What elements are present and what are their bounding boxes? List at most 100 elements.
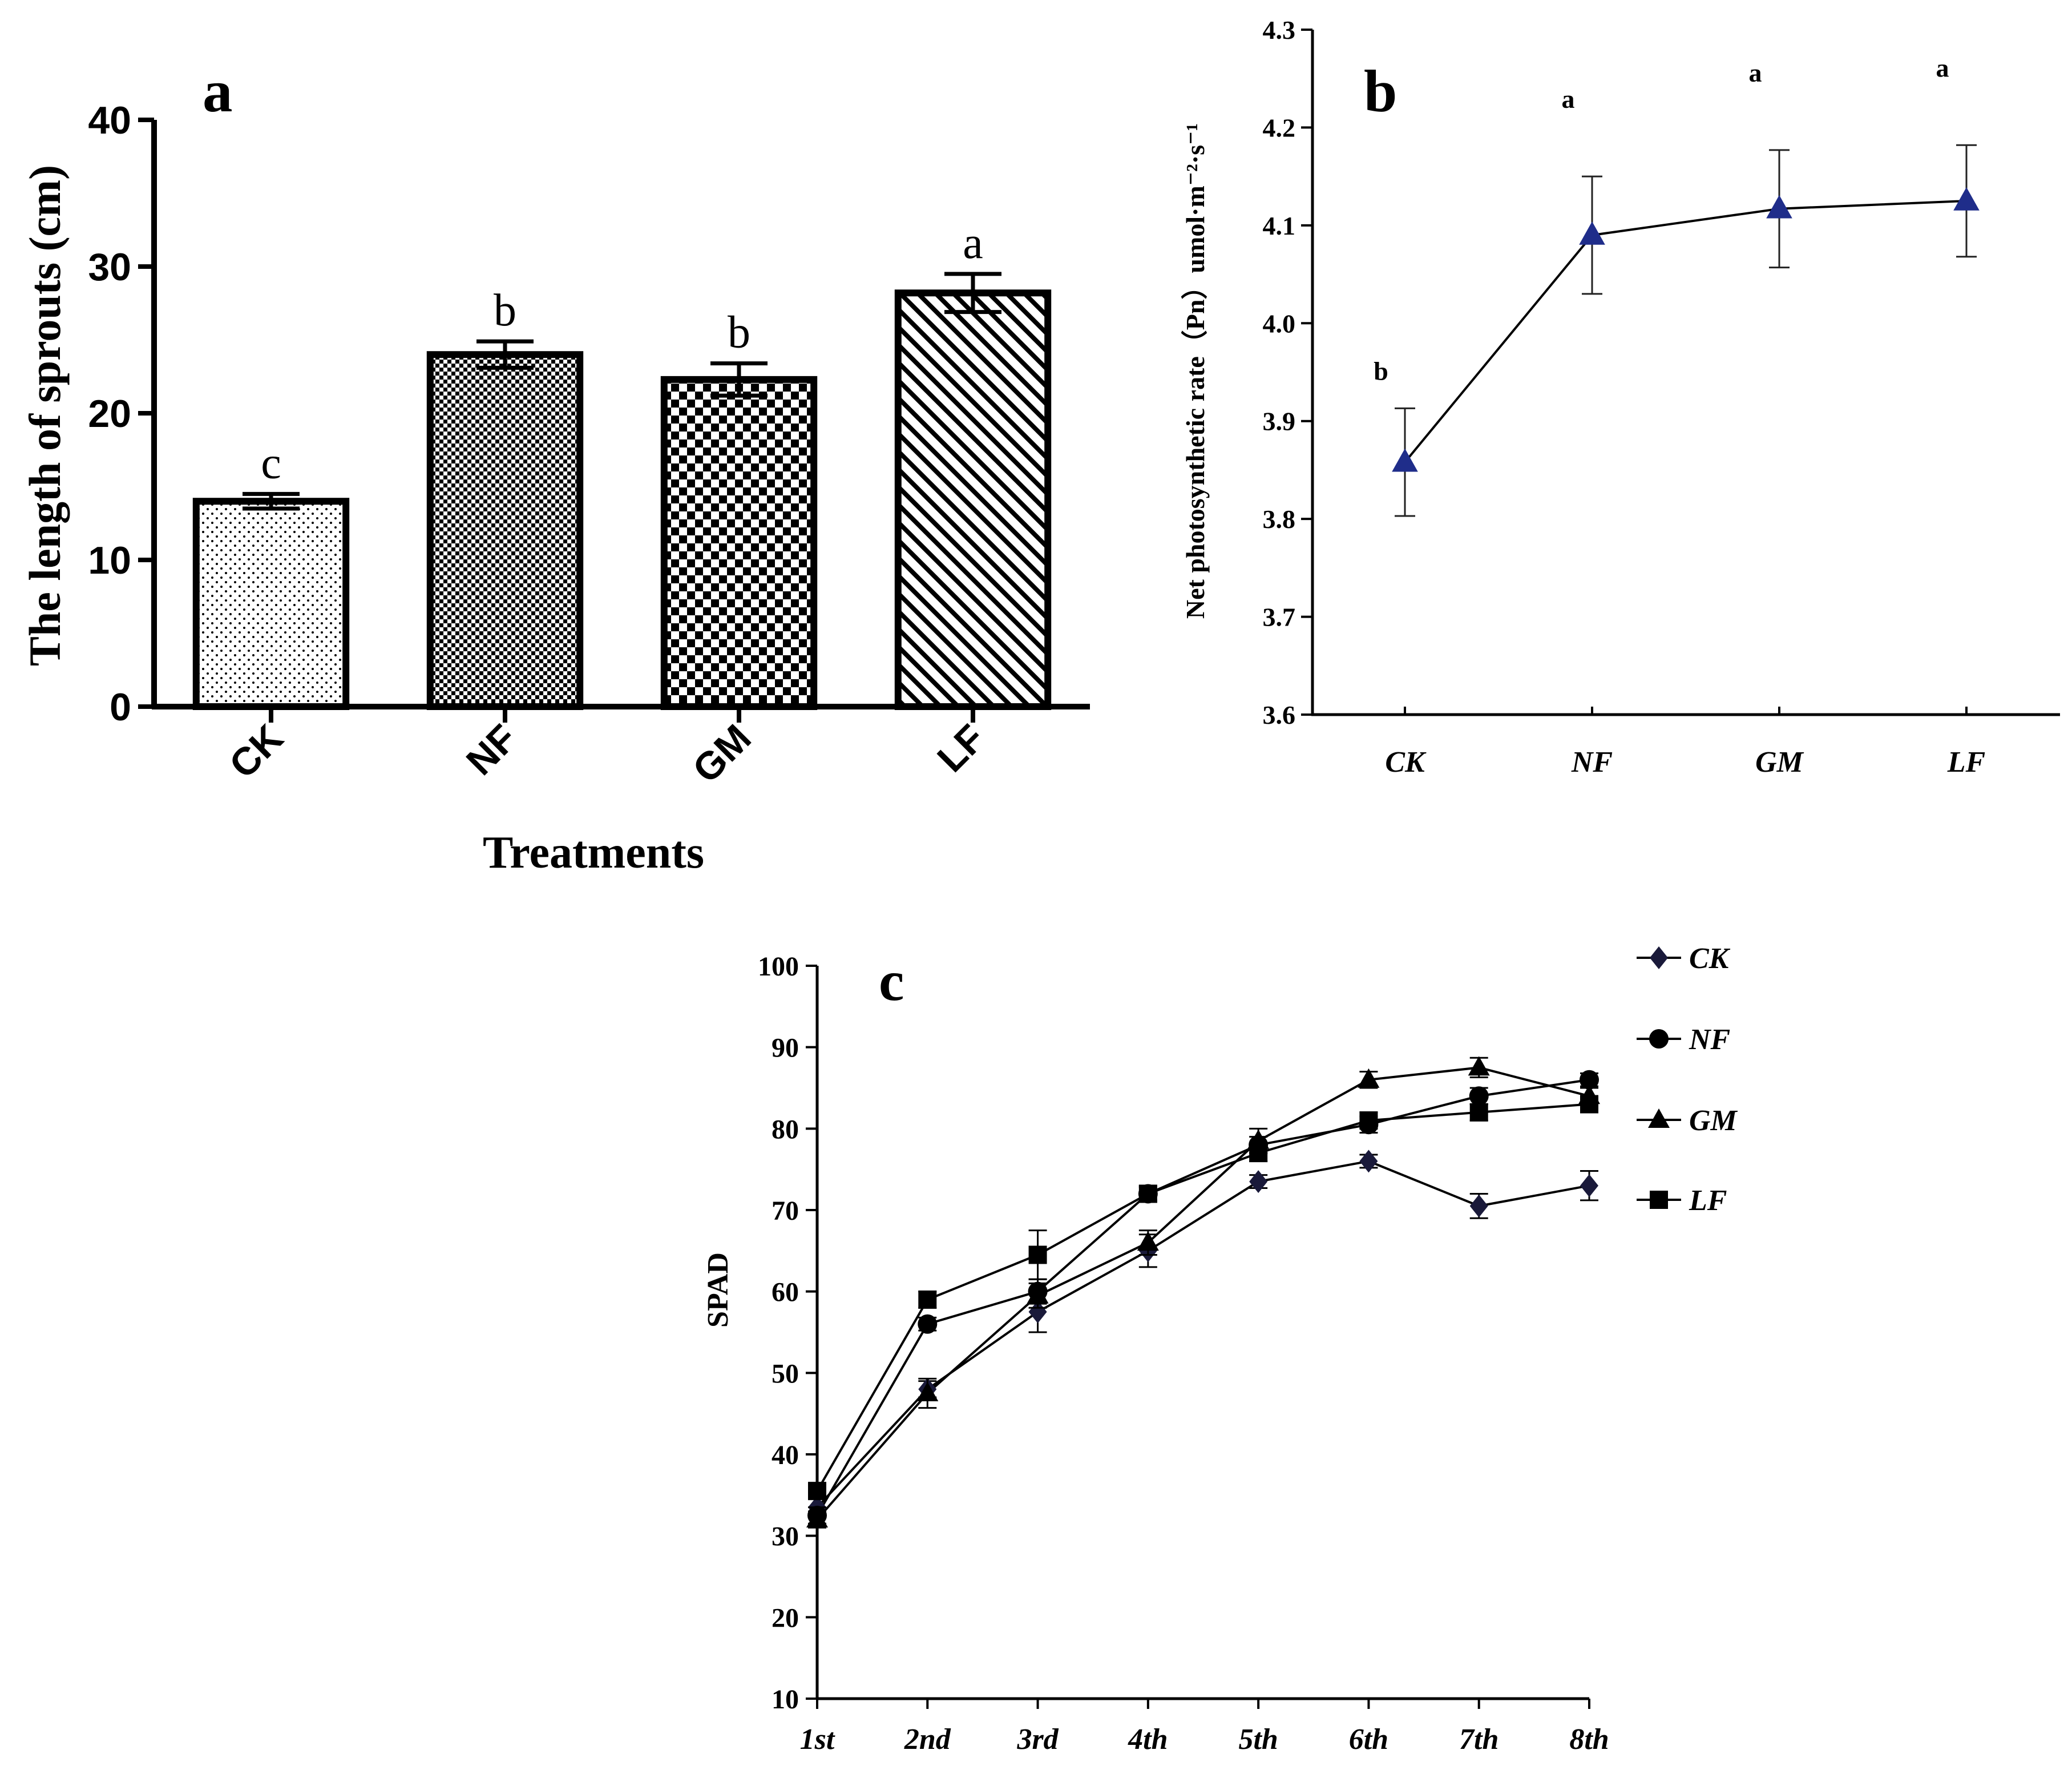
- legend-item-lf: LF: [1637, 1184, 1727, 1217]
- x-tick-label-5th: 5th: [1238, 1723, 1278, 1756]
- y-tick-label: 40: [772, 1440, 799, 1470]
- series-line-gm: [816, 1066, 1590, 1521]
- x-tick-label-lf: LF: [929, 716, 993, 780]
- panel-label-b: b: [1364, 58, 1397, 124]
- legend-marker-nf: [1649, 1029, 1669, 1049]
- legend-label-lf: LF: [1689, 1184, 1727, 1217]
- data-point-nf: [1580, 1070, 1599, 1090]
- legend-label-nf: NF: [1689, 1023, 1730, 1056]
- series-line-pn: [1404, 200, 1967, 463]
- panel-c: c SPAD 10 20 30 40 50 60 70 80 90 100 1st 2nd 3rd 4th…: [702, 942, 1738, 1756]
- y-tick-label: 20: [88, 392, 131, 436]
- x-tick-label-nf: NF: [458, 716, 526, 784]
- y-tick-label: 4.0: [1263, 309, 1296, 338]
- data-point-lf: [808, 1482, 826, 1501]
- significance-label-nf: b: [494, 285, 516, 336]
- data-point-ck: [1469, 1194, 1488, 1217]
- x-axis-label: Treatments: [483, 828, 704, 878]
- data-point-gm: [1468, 1056, 1490, 1076]
- bar-lf: [894, 289, 1052, 710]
- data-point-ck: [1392, 448, 1418, 472]
- significance-label-lf: a: [963, 218, 983, 268]
- y-tick-label: 4.2: [1263, 113, 1296, 142]
- legend-marker-gm: [1648, 1108, 1670, 1128]
- y-axis-label: SPAD: [702, 1252, 734, 1328]
- y-axis-label: Net photosynthetic rate（Pn）umol·m⁻²·s⁻¹: [1181, 123, 1210, 619]
- data-point-lf: [1953, 187, 1980, 211]
- legend-label-ck: CK: [1689, 942, 1731, 975]
- panel-b: b Net photosynthetic rate（Pn）umol·m⁻²·s⁻…: [1181, 15, 2060, 779]
- y-tick-label: 40: [88, 99, 131, 142]
- y-tick-label: 3.9: [1263, 407, 1296, 436]
- series-line-lf: [816, 1103, 1590, 1492]
- legend-item-gm: GM: [1637, 1104, 1738, 1137]
- y-tick-label: 10: [88, 539, 131, 582]
- x-tick-label-4th: 4th: [1128, 1723, 1168, 1756]
- data-point-gm: [916, 1382, 939, 1401]
- series-line-ck: [816, 1160, 1590, 1509]
- x-tick-label-gm: GM: [684, 716, 759, 791]
- y-tick-label: 90: [772, 1033, 799, 1063]
- legend-marker-ck: [1650, 946, 1668, 969]
- data-point-ck: [1359, 1150, 1378, 1173]
- data-point-gm: [1027, 1284, 1049, 1304]
- data-point-lf: [1028, 1245, 1047, 1264]
- error-bar-lf: [944, 272, 1001, 315]
- x-tick-label-ck: CK: [1385, 746, 1427, 779]
- data-point-lf: [1359, 1111, 1378, 1130]
- x-tick-label-ck: CK: [221, 716, 291, 787]
- data-point-lf: [918, 1290, 937, 1309]
- panel-a: a The length of sprouts (cm) Treatments …: [20, 58, 1090, 878]
- data-point-nf: [1579, 221, 1605, 245]
- data-point-nf: [918, 1314, 938, 1334]
- y-tick-label: 3.8: [1263, 505, 1296, 534]
- y-tick-label: 30: [772, 1522, 799, 1552]
- data-point-ck: [1028, 1300, 1047, 1324]
- data-point-lf: [1249, 1144, 1268, 1163]
- error-bar-ck: [243, 491, 300, 511]
- x-tick-label-lf: LF: [1947, 746, 1985, 779]
- x-tick-label-1st: 1st: [800, 1723, 835, 1756]
- data-point-nf: [1469, 1086, 1489, 1106]
- significance-label-lf: a: [1936, 53, 1949, 82]
- y-tick-label: 4.1: [1263, 211, 1296, 240]
- y-tick-label: 80: [772, 1114, 799, 1144]
- y-tick-label: 0: [110, 686, 131, 729]
- data-point-gm: [1358, 1068, 1380, 1088]
- data-point-gm: [1766, 195, 1792, 219]
- x-tick-label-7th: 7th: [1459, 1723, 1499, 1756]
- data-point-gm: [1137, 1231, 1159, 1251]
- x-tick-label-gm: GM: [1755, 746, 1804, 779]
- y-tick-label: 20: [772, 1603, 799, 1633]
- x-tick-label-nf: NF: [1571, 746, 1613, 779]
- legend-item-nf: NF: [1637, 1023, 1730, 1056]
- data-point-ck: [1249, 1170, 1268, 1194]
- data-point-lf: [1138, 1184, 1157, 1203]
- y-tick-label: 70: [772, 1196, 799, 1226]
- panel-label-c: c: [879, 949, 904, 1013]
- significance-label-nf: a: [1562, 84, 1575, 114]
- data-point-lf: [1580, 1095, 1598, 1114]
- legend-marker-lf: [1650, 1191, 1668, 1209]
- significance-label-gm: a: [1749, 58, 1762, 87]
- significance-label-ck: b: [1374, 356, 1388, 385]
- legend-label-gm: GM: [1689, 1104, 1738, 1137]
- series-line-nf: [816, 1078, 1590, 1516]
- bar-nf: [426, 351, 584, 710]
- y-tick-label: 50: [772, 1358, 799, 1389]
- y-tick-label: 100: [758, 951, 799, 982]
- x-tick-label-8th: 8th: [1569, 1723, 1609, 1756]
- significance-label-gm: b: [728, 308, 750, 358]
- panel-label-a: a: [203, 58, 233, 124]
- legend-item-ck: CK: [1637, 942, 1731, 975]
- error-bar-gm: [710, 361, 768, 398]
- y-tick-label: 3.6: [1263, 700, 1296, 729]
- data-point-lf: [1469, 1103, 1488, 1122]
- data-point-gm: [806, 1508, 828, 1528]
- y-tick-label: 10: [772, 1684, 799, 1715]
- y-axis-label: The length of sprouts (cm): [20, 165, 70, 666]
- y-tick-label: 4.3: [1263, 15, 1296, 45]
- y-tick-label: 60: [772, 1277, 799, 1308]
- x-tick-label-6th: 6th: [1349, 1723, 1388, 1756]
